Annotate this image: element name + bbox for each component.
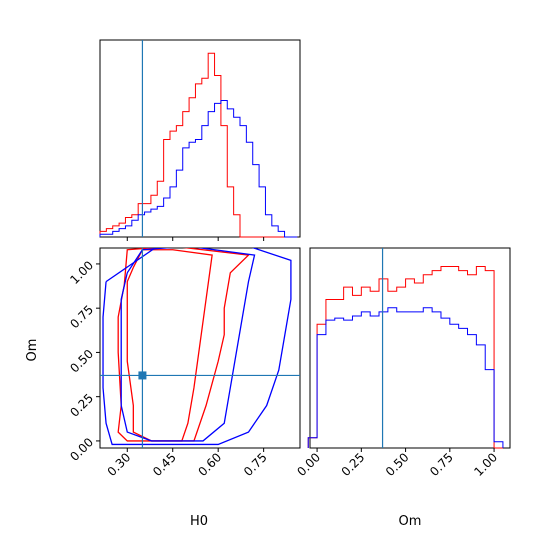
x-axis-title-om: Om: [399, 514, 422, 529]
tick-labels: 0.30 0.45 0.60 0.75 0.00 0.00 0.25 0.25 0.50 0.50…: [67, 258, 500, 479]
contour-blue-3: [102, 248, 292, 446]
om-marginal-histograms: [307, 266, 504, 449]
h0-tick-label-1: 0.45: [150, 450, 179, 479]
truth-point-marker: [138, 371, 147, 380]
om-tick-label-y-4: 1.00: [67, 258, 96, 287]
panel-om-marginal-frame: [309, 247, 511, 449]
contour-red-1: [117, 248, 250, 442]
om-tick-label-y-3: 0.75: [67, 302, 96, 331]
om-tick-label-x-4: 1.00: [471, 450, 500, 479]
om-tick-label-x-1: 0.25: [339, 450, 368, 479]
om-histogram-red: [307, 266, 503, 449]
x-axis-title-h0: H0: [190, 514, 208, 529]
panel-h0-marginal-frame: [99, 39, 301, 238]
y-axis-title-om: Om: [25, 339, 40, 362]
truth-markers: [100, 40, 384, 448]
om-tick-label-y-0: 0.00: [67, 435, 96, 464]
h0-marginal-histograms: [99, 52, 298, 238]
contour-blue-2: [120, 248, 256, 442]
om-tick-label-y-1: 0.25: [67, 391, 96, 420]
h0-histogram-blue: [99, 100, 298, 238]
om-tick-label-x-0: 0.00: [294, 450, 323, 479]
h0-om-contours: [102, 248, 292, 446]
om-histogram-blue: [307, 307, 504, 448]
h0-tick-label-3: 0.75: [241, 450, 270, 479]
h0-histogram-red: [99, 52, 298, 238]
h0-tick-label-2: 0.60: [196, 450, 225, 479]
axis-ticks: [96, 237, 495, 452]
om-tick-label-y-2: 0.50: [67, 347, 96, 376]
h0-tick-label-0: 0.30: [105, 450, 134, 479]
om-tick-label-x-2: 0.50: [383, 450, 412, 479]
om-tick-label-x-3: 0.75: [427, 450, 456, 479]
contour-red-0: [126, 249, 213, 442]
